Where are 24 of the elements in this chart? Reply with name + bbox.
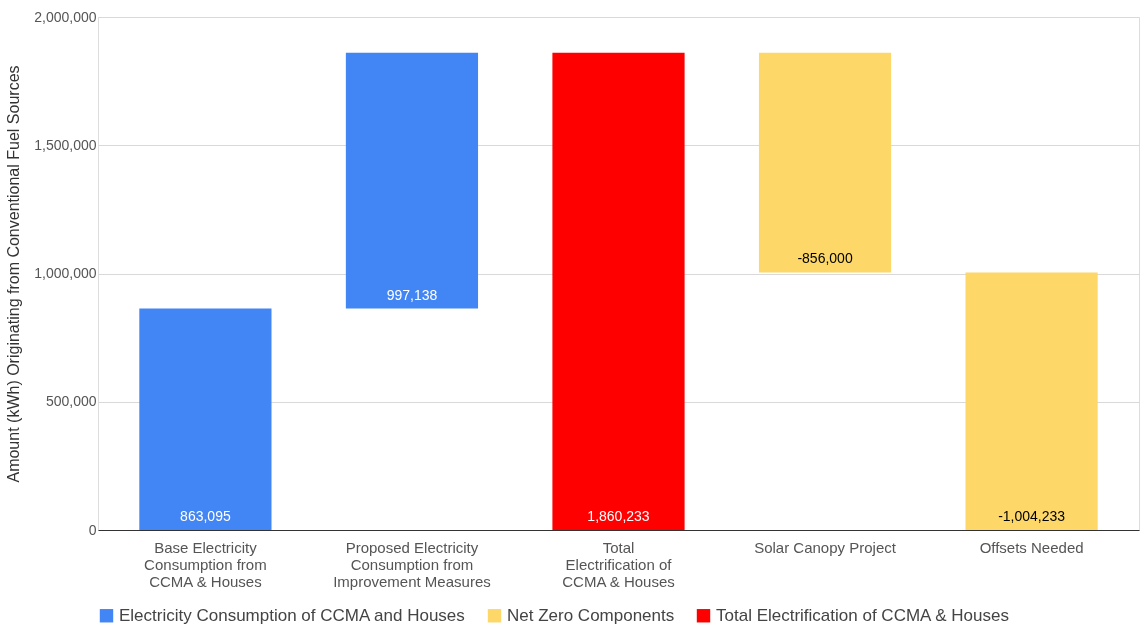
bar [552, 52, 685, 530]
x-tick-label: Solar Canopy Project [754, 538, 897, 556]
y-tick-label: 500,000 [45, 393, 97, 410]
y-tick-label: 0 [88, 521, 97, 538]
bar [965, 272, 1098, 530]
bar [758, 52, 892, 273]
data-label: 863,095 [180, 508, 231, 524]
data-label: -856,000 [797, 250, 853, 267]
legend-label: Electricity Consumption of CCMA and Houses [119, 605, 465, 625]
legend-label: Total Electrification of CCMA & Houses [716, 605, 1009, 625]
legend-label: Net Zero Components [507, 605, 675, 625]
y-tick-label: 1,500,000 [34, 136, 97, 153]
data-label: 997,138 [386, 286, 438, 303]
bar [139, 308, 272, 530]
x-tick-label: Total Electrification of CCMA & Houses [562, 538, 675, 590]
x-tick-label: Proposed Electricity Consumption from Improvement Measures [333, 538, 491, 590]
data-label: 1,860,233 [587, 508, 650, 524]
bar [345, 52, 479, 309]
x-tick-label: Base Electricity Consumption from CCMA & Houses [144, 538, 267, 590]
y-tick-label: 2,000,000 [34, 8, 97, 25]
y-axis-title: Amount (kWh) Originating from Conventional Fuel Sources [5, 65, 23, 483]
x-tick-label: Offsets Needed [979, 538, 1084, 556]
data-label: -1,004,233 [998, 508, 1066, 524]
y-tick-label: 1,000,000 [34, 265, 97, 281]
